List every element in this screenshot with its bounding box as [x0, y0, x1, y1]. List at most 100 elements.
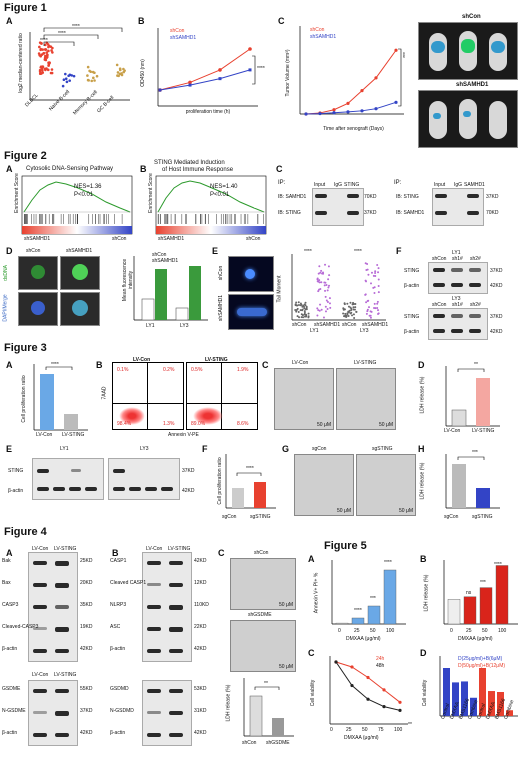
fig2e-dot — [373, 302, 376, 305]
fig1a-dot — [38, 45, 41, 49]
fig2d-row-1: DAPI/Merge — [2, 294, 9, 322]
fig2c-col1-2: STING — [344, 182, 360, 188]
fig3d-ylabel: LDH release (%) — [419, 376, 426, 414]
fig1a-dot — [87, 79, 90, 82]
fig2e-dot — [366, 263, 369, 266]
fig2e-dot — [319, 303, 322, 306]
fig2b-p: P<0.01 — [210, 192, 230, 198]
fig3e-row-1: β-actin — [8, 488, 24, 494]
fig5c-point-24h — [382, 688, 386, 692]
fig1b-point-shsamhd1 — [158, 88, 162, 92]
fig2e-dot — [370, 271, 373, 274]
fig4a-kd: 35KD — [80, 602, 93, 608]
fig2f-row-1: β-actin — [404, 283, 420, 289]
mice-image-shsamhd1 — [418, 90, 518, 148]
fig2e-dot — [376, 302, 379, 305]
panel-label-5d: D — [420, 648, 427, 658]
fig2e-dot — [324, 295, 327, 298]
fig1c-point-shsamhd1 — [374, 107, 378, 111]
fig3a-ylabel: Cell proliferation ratio — [21, 375, 27, 423]
fig4b-row: NLRP3 — [110, 602, 127, 608]
fig2e-dot — [302, 305, 305, 308]
panel-label-4a: A — [6, 548, 13, 558]
fig2e-dot — [299, 304, 302, 307]
fig3c-image-lvsting: 50 μM — [336, 368, 396, 430]
fig2e-dot — [297, 301, 300, 304]
fig2e-dot — [377, 309, 380, 312]
fig2d-cat-1: LY3 — [180, 323, 189, 329]
fig3d-bar-lvsting — [476, 378, 490, 426]
fig2e-dot — [346, 302, 349, 305]
fig4b2-kd: 53KD — [194, 686, 207, 692]
fig2e-dot — [354, 306, 357, 309]
fig2e-dot — [303, 311, 306, 314]
fig2e-dot — [352, 308, 355, 311]
panel-label-3f: F — [202, 444, 208, 454]
fig1a-dot — [38, 41, 42, 44]
fig2e-dot — [365, 301, 368, 304]
fig5b-sig-1: *** — [480, 580, 486, 586]
fig4b-row: β-actin — [110, 646, 126, 652]
fig5d-bar — [497, 692, 504, 716]
fig3d-cat-1: LV-STING — [472, 428, 495, 434]
fig1a-dot — [64, 77, 68, 81]
fig2d-bar-shcon — [175, 307, 189, 321]
fig3a-bar-lvsting — [64, 414, 78, 430]
fig2e-dot — [303, 307, 306, 310]
fig1a-dot — [44, 54, 47, 58]
figure-1-title: Figure 1 — [4, 2, 47, 14]
fig2e-dot — [300, 316, 303, 319]
fig1c-point-shcon — [394, 48, 398, 52]
fig1a-dot — [40, 67, 44, 70]
fig2c-row2-0: IB: STING — [396, 194, 419, 200]
fig2e-dot — [352, 313, 355, 316]
fig3b-q2-ur: 1.9% — [237, 367, 249, 373]
panel-label-1a: A — [6, 16, 13, 26]
fig2d-bar-shsamhd1 — [155, 269, 167, 320]
fig1a-dot — [64, 72, 67, 76]
fig3a-cat-0: LV-Con — [36, 432, 53, 438]
fig4a2-col-1: LV-STING — [54, 672, 77, 678]
fig2c-blot-2 — [432, 188, 484, 226]
fig2e-dot — [303, 310, 306, 313]
fig2e-dot — [301, 309, 304, 312]
fig5c-point-48h — [366, 697, 370, 701]
fig3b-q2-ll: 89.0% — [191, 421, 206, 427]
fig1a-dot — [38, 70, 42, 73]
fig1a-scatter — [29, 27, 130, 101]
fig3a-sig: **** — [51, 362, 59, 368]
fig2e-dot — [353, 316, 356, 319]
fig4a-row: Cleaved-CASP3 — [2, 624, 39, 630]
fig2e-dot — [297, 311, 300, 314]
fig2e-dot — [328, 302, 331, 305]
fig1a-dot — [50, 68, 54, 71]
fig5d-bar-chart — [439, 656, 518, 717]
fig2e-dot — [367, 306, 370, 309]
fig5b-xtick-1: 25 — [466, 628, 472, 634]
fig4a-row: CASP3 — [2, 602, 19, 608]
panel-label-3c: C — [262, 360, 269, 370]
fig3f-sig: **** — [246, 466, 254, 472]
fig4a-col-1: LV-STING — [54, 546, 77, 552]
fig1c-point-shcon — [346, 101, 350, 105]
fig2d-bar-chart — [133, 256, 208, 321]
panel-label-3b: B — [96, 360, 103, 370]
fig2e-dot — [327, 265, 330, 268]
fig1b-line-chart — [157, 28, 258, 107]
fig5a-xtick-1: 25 — [354, 628, 360, 634]
fig4a-kd: 20KD — [80, 580, 93, 586]
fig2e-dot — [323, 284, 326, 287]
fig4b-kd: 42KD — [194, 558, 207, 564]
fig2f-blot-ly1 — [428, 262, 488, 294]
fig4b-row: CASP1 — [110, 558, 127, 564]
fig3f-bar-sgsting — [254, 482, 266, 508]
fig2e-dot — [374, 270, 377, 273]
fig3c-image-lvcon: 50 μM — [274, 368, 334, 430]
fig1c-point-shsamhd1 — [304, 112, 308, 116]
panel-label-3e: E — [6, 444, 13, 454]
fig1a-dot — [61, 84, 65, 88]
fig3g-image-sgsting: 50 μM — [356, 454, 416, 516]
fig2e-dot — [377, 267, 380, 270]
fig3d-bar-lvcon — [451, 409, 467, 427]
fig2c-kd2-1: 70KD — [486, 210, 499, 216]
